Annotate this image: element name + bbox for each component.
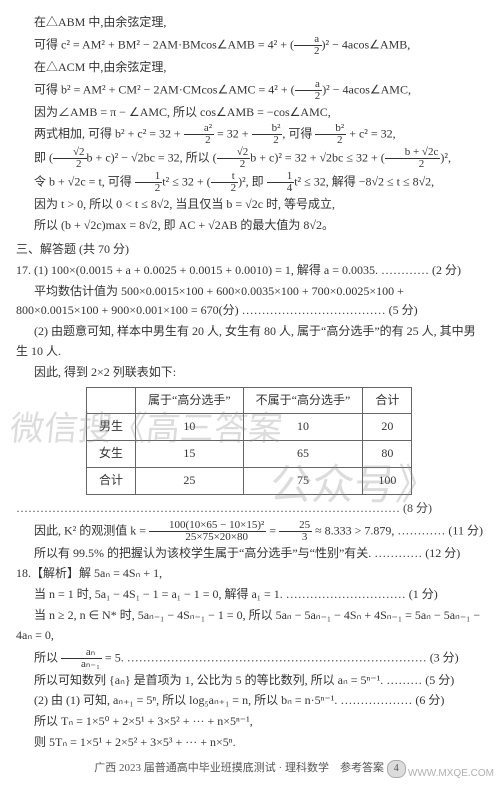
text: 因此, K² 的观测值 k = [34,523,149,537]
text: t² ≤ 32 + ( [162,175,210,189]
text: 令 b + √2c = t, 可得 [34,175,135,189]
td: 女生 [87,441,136,468]
fraction: b²2 [252,123,283,146]
geom-line-6: 两式相加, 可得 b² + c² = 32 + a²2 = 32 + b²2, … [16,123,484,146]
td: 10 [136,414,244,441]
text: b + c)² − √2bc = 32, 所以 ( [87,151,217,165]
q17-conclusion: 所以有 99.5% 的把握认为该校学生属于“高分选手”与“性别”有关. …………… [16,544,484,564]
fraction: 100(10×65 − 10×15)²25×75×20×80 [149,520,266,543]
td: 15 [136,441,244,468]
td: 男生 [87,414,136,441]
td: 25 [136,467,244,494]
q17-score-8: …………………………………………………………………………………… (8 分) [16,499,484,519]
q17-part3: (2) 由题意可知, 样本中男生有 20 人, 女生有 80 人, 属于“高分选… [16,322,484,362]
q18-p3: 当 n ≥ 2, n ∈ N* 时, 5aₙ₋₁ − 4Sₙ₋₁ − 1 = 0… [16,606,484,646]
geom-line-8: 令 b + √2c = t, 可得 12t² ≤ 32 + (t2)², 即 1… [16,171,484,194]
td: 65 [243,441,363,468]
q18-p2: 当 n = 1 时, 5a₁ − 4S₁ − 1 = a₁ − 1 = 0, 解… [16,585,484,605]
q18-head: 18.【解析】解 5aₙ = 4Sₙ + 1, [16,564,484,584]
q18-p6: (2) 由 (1) 可知, aₙ₊₁ = 5ⁿ, 所以 log₅aₙ₊₁ = n… [16,691,484,711]
table-row: 属于“高分选手” 不属于“高分选手” 合计 [87,387,412,414]
geom-line-7: 即 (√22b + c)² − √2bc = 32, 所以 (√22b + c)… [16,147,484,170]
fraction: 12 [135,171,163,194]
table-row: 男生 10 10 20 [87,414,412,441]
fraction: √22 [217,147,251,170]
geom-line-1: 在△ABM 中,由余弦定理, [16,13,484,33]
th: 合计 [363,387,412,414]
answer-page: 微信搜《高三答案 公众号》 在△ABM 中,由余弦定理, 可得 c² = AM²… [0,0,500,786]
text: 两式相加, 可得 b² + c² = 32 + [34,127,184,141]
td: 75 [243,467,363,494]
text: 可得 c² = AM² + BM² − 2AM·BMcos∠AMB = 4² +… [34,37,294,51]
text: 即 ( [34,151,53,165]
td: 100 [363,467,412,494]
q18-p5: 所以可知数列 {aₙ} 是首项为 1, 公比为 5 的等比数列, 所以 aₙ =… [16,671,484,691]
text: b + c)² = 32 + √2bc ≤ 32 + ( [250,151,384,165]
q17-part1: 17. (1) 100×(0.0015 + a + 0.0025 + 0.001… [16,261,484,281]
fraction: b²2 [315,123,346,146]
td: 80 [363,441,412,468]
section-3-title: 三、解答题 (共 70 分) [16,240,484,260]
fraction: aₙaₙ₋₁ [61,647,102,670]
text: + c² = 32, [346,127,395,141]
q18-p4: 所以 aₙaₙ₋₁ = 5. …………………………………………………………………… [16,647,484,670]
text: 所以 [34,650,61,664]
td: 10 [243,414,363,441]
fraction: a2 [294,34,322,57]
fraction: a²2 [184,123,214,146]
text: )² − 4acos∠AMB, [322,37,411,51]
text: )², 即 [238,175,267,189]
table-row: 女生 15 65 80 [87,441,412,468]
geom-line-10: 所以 (b + √2c)max = 8√2, 即 AC + √2AB 的最大值为… [16,216,484,236]
q18-p8: 则 5Tₙ = 1×5¹ + 2×5² + 3×5³ + ··· + n×5ⁿ. [16,733,484,753]
geom-line-4: 可得 b² = AM² + CM² − 2AM·CMcos∠AMC = 4² +… [16,79,484,102]
td: 合计 [87,467,136,494]
td: 20 [363,414,412,441]
footer-text: 广西 2023 届普通高中毕业班摸底测试 · 理科数学 参考答案 [94,762,384,774]
fraction: t2 [211,171,239,194]
table-row: 合计 25 75 100 [87,467,412,494]
text: )², [440,151,451,165]
text: = 5. ………………………………………………………………… (3 分) [102,650,459,664]
text: ≈ 8.333 > 7.879, ………… (11 分) [312,523,483,537]
contingency-table: 属于“高分选手” 不属于“高分选手” 合计 男生 10 10 20 女生 15 … [86,387,412,495]
q18-p7: 所以 Tₙ = 1×5⁰ + 2×5¹ + 3×5² + ··· + n×5ⁿ⁻… [16,712,484,732]
q17-k2: 因此, K² 的观测值 k = 100(10×65 − 10×15)²25×75… [16,520,484,543]
fraction: 253 [279,520,312,543]
text: t² ≤ 32, 解得 −8√2 ≤ t ≤ 8√2, [294,175,434,189]
fraction: 14 [267,171,295,194]
corner-watermark: WWW.MXQE.COM [408,766,494,783]
text: = 32 + [214,127,252,141]
text: 可得 b² = AM² + CM² − 2AM·CMcos∠AMC = 4² +… [34,82,295,96]
q17-part2: 平均数估计值为 500×0.0015×100 + 600×0.0035×100 … [16,282,484,322]
th: 属于“高分选手” [136,387,244,414]
geom-line-3: 在△ACM 中,由余弦定理, [16,58,484,78]
th [87,387,136,414]
geom-line-9: 因为 t > 0, 所以 0 < t ≤ 8√2, 当且仅当 b = √2c 时… [16,195,484,215]
fraction: a2 [295,79,323,102]
geom-line-5: 因为∠AMB = π − ∠AMC, 所以 cos∠AMB = −cos∠AMC… [16,103,484,123]
text: = [266,523,279,537]
fraction: b + √2c2 [385,147,441,170]
text: , 可得 [282,127,315,141]
q17-part4: 因此, 得到 2×2 列联表如下: [16,363,484,383]
fraction: √22 [53,147,87,170]
th: 不属于“高分选手” [243,387,363,414]
text: )² − 4acos∠AMC, [322,82,411,96]
geom-line-2: 可得 c² = AM² + BM² − 2AM·BMcos∠AMB = 4² +… [16,34,484,57]
